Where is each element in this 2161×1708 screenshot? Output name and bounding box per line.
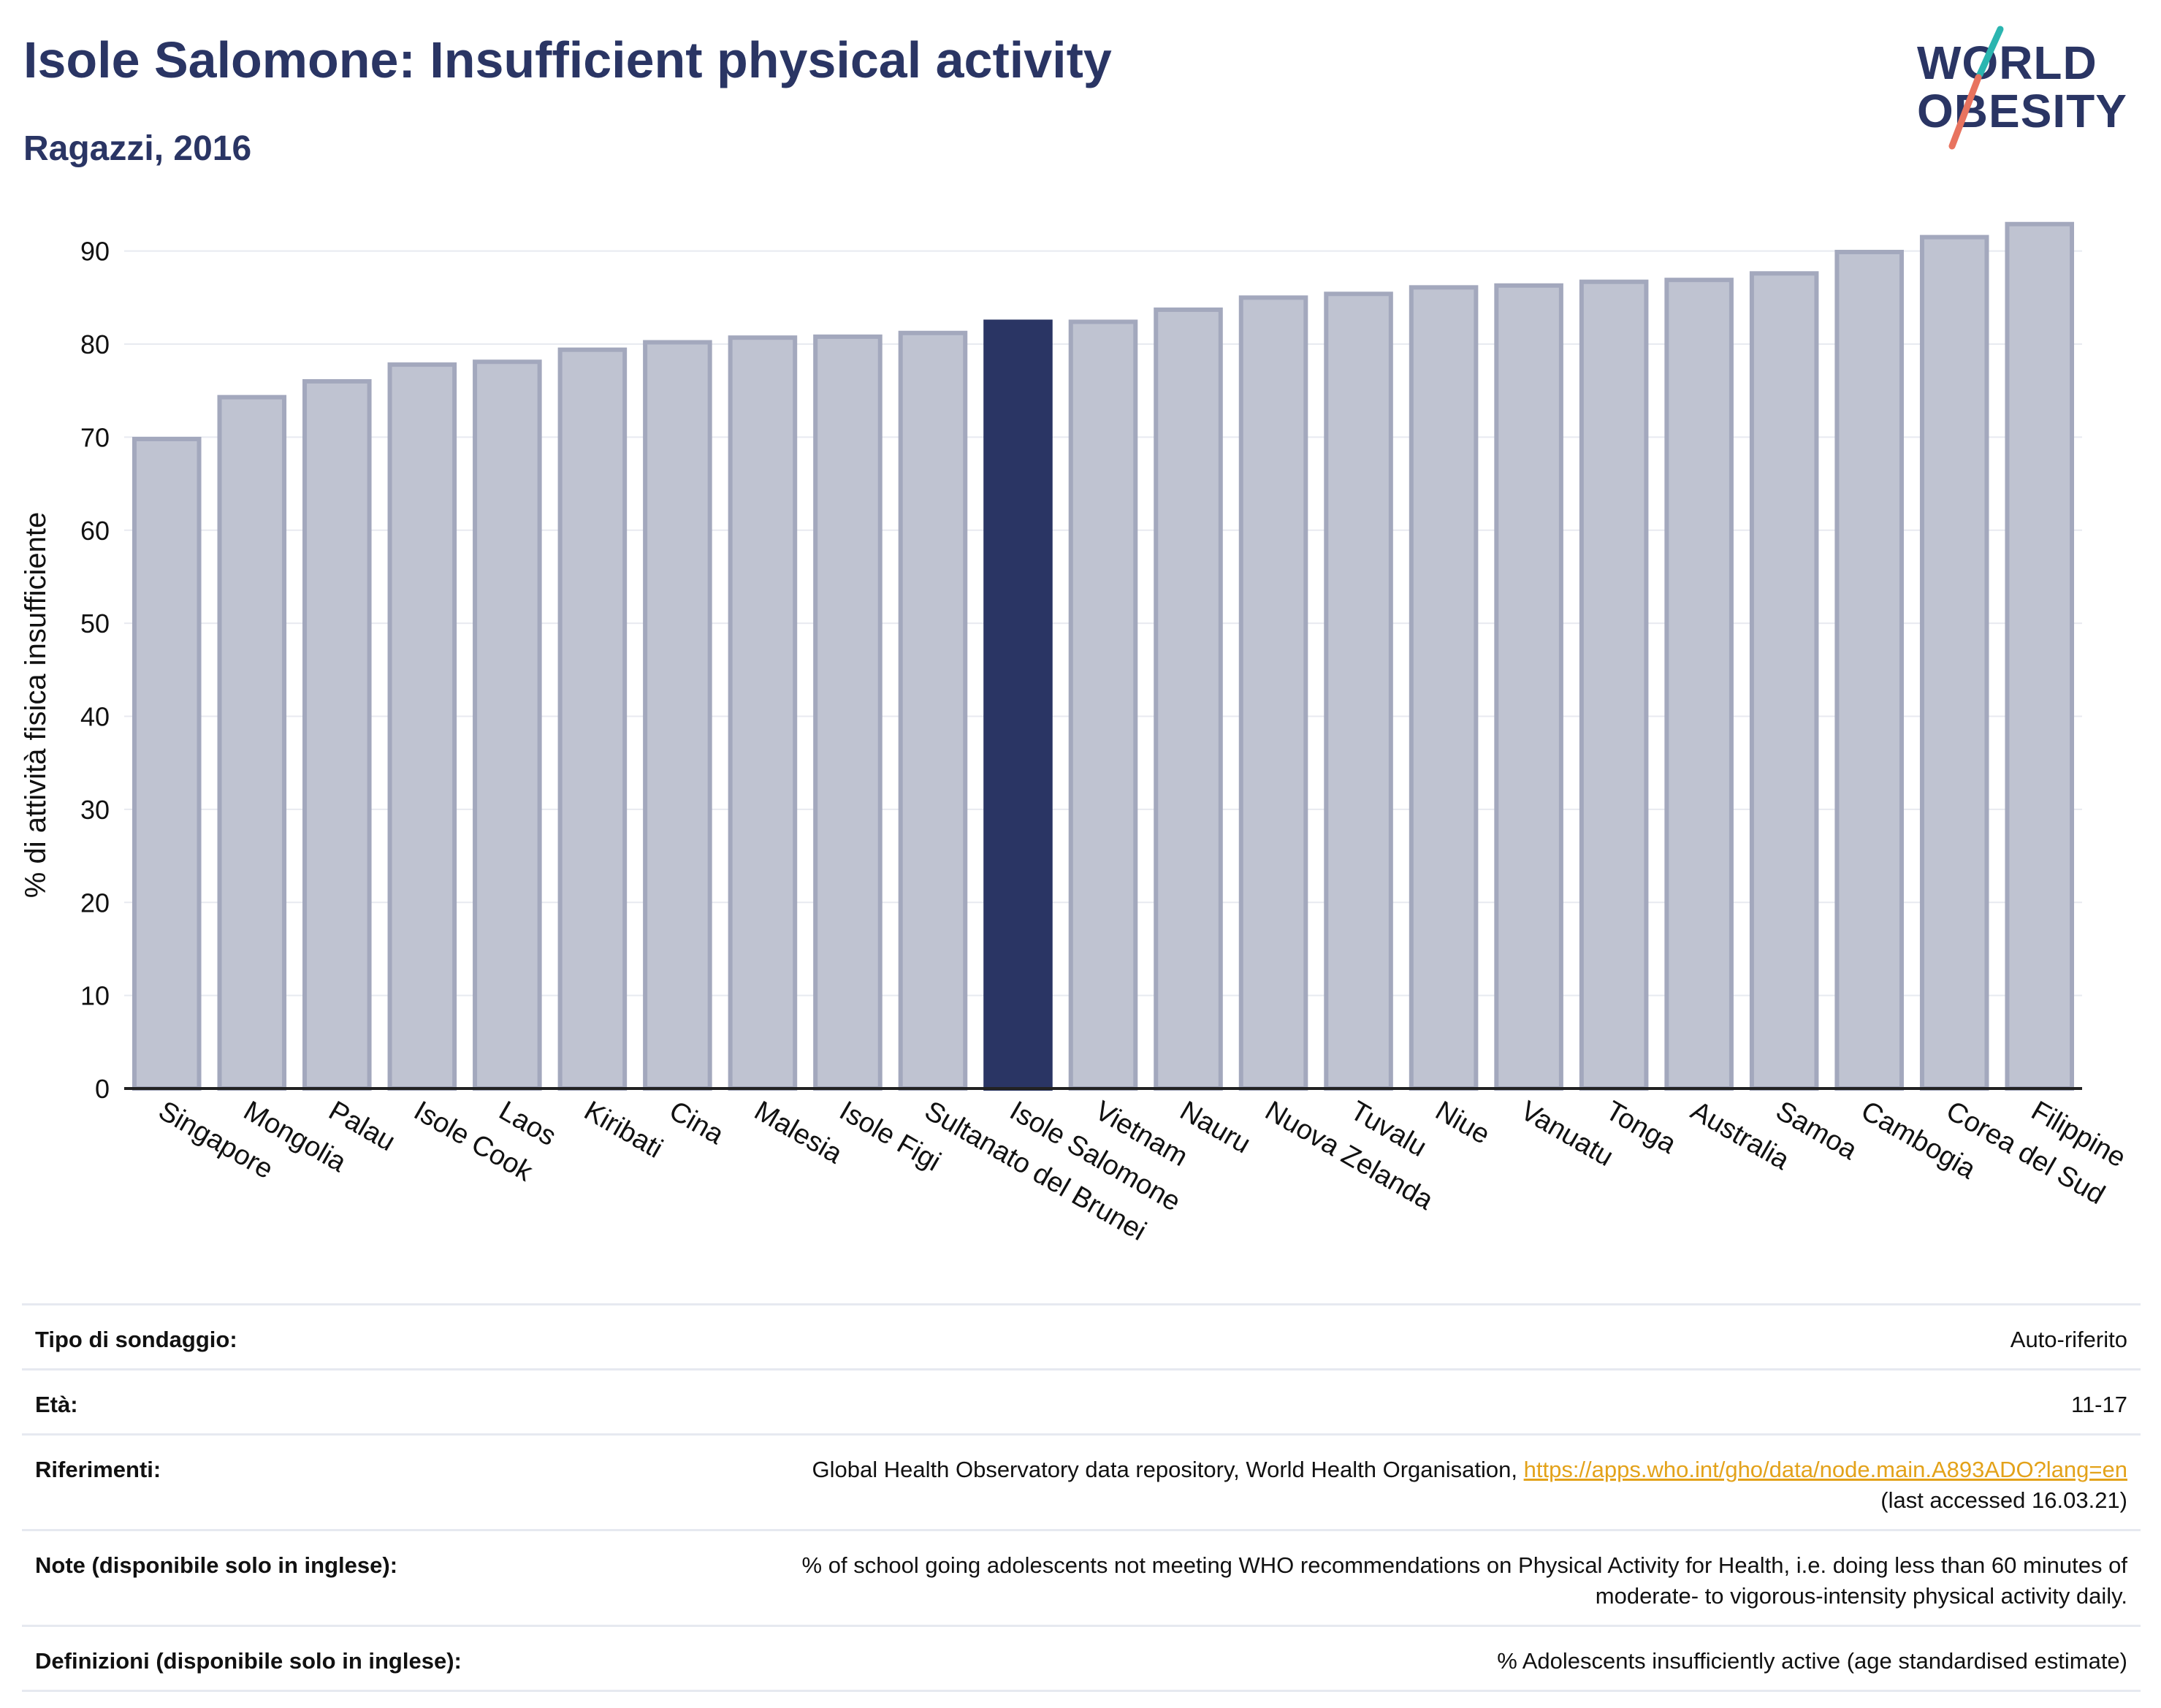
logo-slash-icon: [1948, 26, 2004, 150]
info-row-survey: Tipo di sondaggio: Auto-riferito: [22, 1303, 2141, 1368]
bar: [1834, 249, 1904, 1091]
references-value: Global Health Observatory data repositor…: [812, 1455, 2127, 1516]
y-tick-label: 70: [80, 422, 110, 452]
bar: [1494, 283, 1563, 1091]
bar: [643, 340, 712, 1091]
bar: [1749, 271, 1819, 1091]
x-tick-label: Kiribati: [579, 1095, 668, 1164]
y-tick-label: 10: [80, 981, 110, 1011]
page-title: Isole Salomone: Insufficient physical ac…: [23, 31, 1112, 88]
info-row-notes: Note (disponibile solo in inglese): % of…: [22, 1529, 2141, 1625]
bar: [898, 330, 968, 1091]
x-tick-label: Vanuatu: [1515, 1095, 1618, 1173]
info-row-definitions: Definizioni (disponibile solo in inglese…: [22, 1625, 2141, 1692]
bar-chart: 0 10 20 30 40 50 60 70 80 90 SingaporeMongoliaPal…: [20, 221, 2131, 1247]
bar: [1579, 279, 1649, 1091]
bar: [1664, 278, 1734, 1091]
y-axis-ticks: 0 10 20 30 40 50 60 70 80 90: [80, 237, 110, 1104]
info-row-age: Età: 11-17: [22, 1368, 2141, 1433]
y-tick-label: 40: [80, 702, 110, 732]
logo-line-2: OBESITY: [1917, 85, 2127, 137]
references-accessed: (last accessed 16.03.21): [1880, 1487, 2127, 1513]
bar: [132, 436, 202, 1091]
bar: [728, 335, 798, 1091]
y-tick-label: 80: [80, 329, 110, 359]
references-link[interactable]: https://apps.who.int/gho/data/node.main.…: [1523, 1457, 2127, 1482]
y-axis-label: % di attività fisica insufficiente: [20, 512, 52, 898]
notes-value: % of school going adolescents not meetin…: [802, 1550, 2127, 1612]
references-text: Global Health Observatory data repositor…: [812, 1457, 1524, 1482]
y-tick-label: 30: [80, 795, 110, 825]
bar: [1238, 295, 1308, 1091]
bar: [557, 347, 628, 1091]
references-label: Riferimenti:: [35, 1457, 161, 1482]
y-tick-label: 60: [80, 516, 110, 546]
bar: [2005, 221, 2075, 1091]
world-obesity-logo: WORLD OBESITY: [1899, 22, 2148, 153]
survey-type-value: Auto-riferito: [2010, 1327, 2127, 1352]
x-tick-label: Niue: [1430, 1095, 1495, 1150]
bars: [132, 221, 2075, 1091]
bar: [1068, 319, 1138, 1091]
bar: [1154, 307, 1223, 1091]
page-subtitle: Ragazzi, 2016: [23, 129, 252, 168]
bar: [1324, 291, 1393, 1091]
logo-line-1: WORLD: [1917, 37, 2097, 89]
definitions-value: % Adolescents insufficiently active (age…: [1497, 1648, 2127, 1674]
bar: [1409, 285, 1479, 1091]
age-label: Età:: [35, 1392, 78, 1417]
bar: [217, 394, 287, 1091]
notes-line-1: % of school going adolescents not meetin…: [801, 1552, 2127, 1578]
notes-label: Note (disponibile solo in inglese):: [35, 1552, 398, 1578]
notes-line-2: moderate- to vigorous-intensity physical…: [1595, 1583, 2127, 1609]
info-row-references: Riferimenti: Global Health Observatory d…: [22, 1433, 2141, 1529]
bar: [387, 362, 457, 1091]
bar: [1919, 235, 1989, 1091]
info-table: Tipo di sondaggio: Auto-riferito Età: 11…: [22, 1303, 2141, 1692]
survey-type-label: Tipo di sondaggio:: [35, 1327, 237, 1352]
bar: [983, 319, 1053, 1091]
y-tick-label: 50: [80, 609, 110, 638]
x-tick-label: Malesia: [749, 1095, 847, 1170]
age-value: 11-17: [2071, 1392, 2127, 1417]
y-tick-label: 0: [95, 1074, 110, 1104]
definitions-label: Definizioni (disponibile solo in inglese…: [35, 1648, 462, 1674]
y-tick-label: 20: [80, 888, 110, 918]
x-tick-label: Cina: [664, 1095, 729, 1151]
bar: [813, 334, 883, 1091]
bar: [302, 379, 372, 1091]
y-tick-label: 90: [80, 237, 110, 267]
bar: [473, 359, 542, 1091]
